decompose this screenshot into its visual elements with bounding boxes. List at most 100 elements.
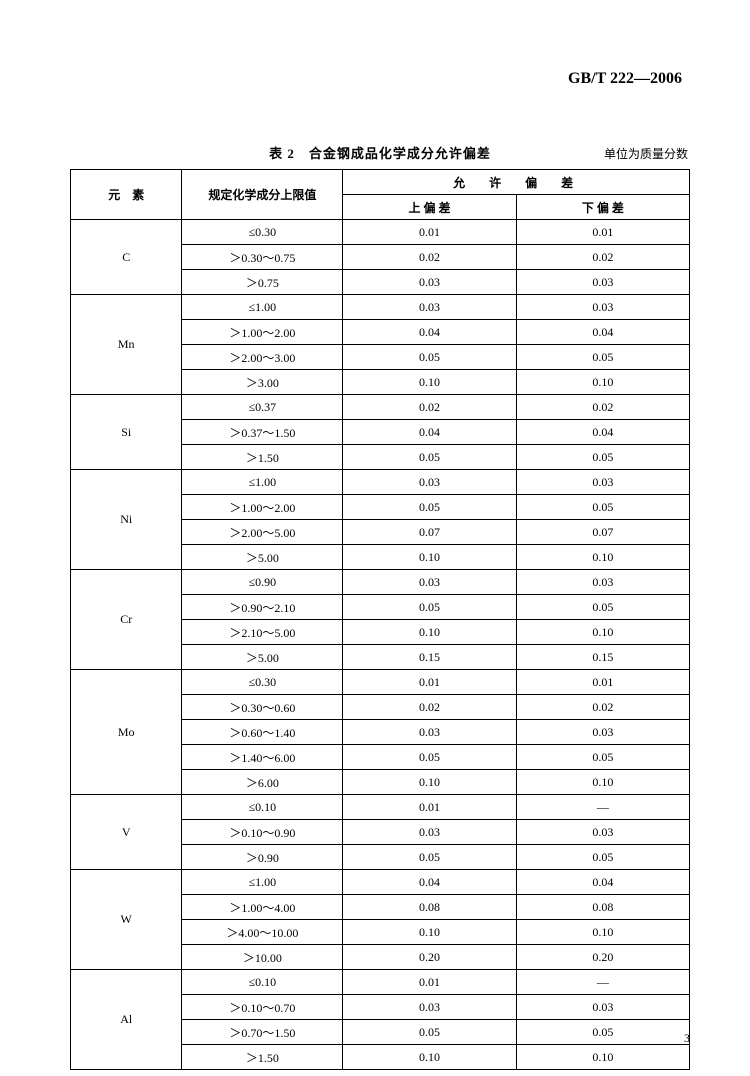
cell-element: Si xyxy=(71,395,182,470)
cell-range: ＞4.00～10.00 xyxy=(182,920,343,945)
cell-lower: 0.03 xyxy=(516,470,689,495)
cell-lower: 0.04 xyxy=(516,420,689,445)
cell-upper: 0.05 xyxy=(343,345,516,370)
cell-element: Cr xyxy=(71,570,182,670)
cell-range: ＞0.75 xyxy=(182,270,343,295)
table-row: Al≤0.100.01— xyxy=(71,970,690,995)
cell-upper: 0.05 xyxy=(343,745,516,770)
cell-lower: 0.05 xyxy=(516,845,689,870)
cell-range: ≤0.30 xyxy=(182,220,343,245)
cell-lower: 0.10 xyxy=(516,545,689,570)
th-range: 规定化学成分上限值 xyxy=(182,170,343,220)
table-row: Cr≤0.900.030.03 xyxy=(71,570,690,595)
cell-range: ＞10.00 xyxy=(182,945,343,970)
cell-lower: 0.01 xyxy=(516,220,689,245)
cell-lower: 0.10 xyxy=(516,370,689,395)
cell-upper: 0.05 xyxy=(343,845,516,870)
page: GB/T 222—2006 表 2 合金钢成品化学成分允许偏差 单位为质量分数 … xyxy=(0,0,750,1076)
cell-range: ＞2.00～5.00 xyxy=(182,520,343,545)
table-row: C≤0.300.010.01 xyxy=(71,220,690,245)
cell-upper: 0.05 xyxy=(343,595,516,620)
cell-lower: 0.08 xyxy=(516,895,689,920)
table-body: C≤0.300.010.01＞0.30～0.750.020.02＞0.750.0… xyxy=(71,220,690,1070)
cell-range: ＞1.00～2.00 xyxy=(182,495,343,520)
cell-upper: 0.10 xyxy=(343,620,516,645)
cell-range: ＞1.40～6.00 xyxy=(182,745,343,770)
cell-upper: 0.03 xyxy=(343,720,516,745)
th-lower: 下 偏 差 xyxy=(516,195,689,220)
cell-lower: 0.05 xyxy=(516,745,689,770)
cell-range: ＞0.90 xyxy=(182,845,343,870)
cell-range: ＞0.30～0.60 xyxy=(182,695,343,720)
cell-element: Mn xyxy=(71,295,182,395)
cell-upper: 0.10 xyxy=(343,1045,516,1070)
cell-upper: 0.10 xyxy=(343,370,516,395)
cell-range: ≤0.10 xyxy=(182,970,343,995)
table-head-row-1: 元 素 规定化学成分上限值 允 许 偏 差 xyxy=(71,170,690,195)
cell-lower: 0.03 xyxy=(516,995,689,1020)
cell-upper: 0.10 xyxy=(343,545,516,570)
cell-element: Al xyxy=(71,970,182,1070)
cell-upper: 0.03 xyxy=(343,470,516,495)
cell-lower: 0.01 xyxy=(516,670,689,695)
cell-range: ＞0.10～0.70 xyxy=(182,995,343,1020)
cell-lower: 0.03 xyxy=(516,270,689,295)
cell-lower: 0.04 xyxy=(516,870,689,895)
cell-lower: 0.03 xyxy=(516,570,689,595)
cell-range: ≤1.00 xyxy=(182,870,343,895)
cell-upper: 0.05 xyxy=(343,495,516,520)
cell-lower: 0.02 xyxy=(516,695,689,720)
cell-range: ≤0.90 xyxy=(182,570,343,595)
page-number: 3 xyxy=(684,1031,690,1046)
cell-lower: 0.05 xyxy=(516,345,689,370)
cell-upper: 0.03 xyxy=(343,295,516,320)
cell-upper: 0.05 xyxy=(343,1020,516,1045)
cell-range: ＞0.30～0.75 xyxy=(182,245,343,270)
cell-range: ＞2.10～5.00 xyxy=(182,620,343,645)
table-header-row: 表 2 合金钢成品化学成分允许偏差 单位为质量分数 xyxy=(70,143,690,163)
table-row: Mn≤1.000.030.03 xyxy=(71,295,690,320)
cell-lower: 0.10 xyxy=(516,1045,689,1070)
cell-range: ＞1.00～4.00 xyxy=(182,895,343,920)
cell-upper: 0.04 xyxy=(343,870,516,895)
table-head: 元 素 规定化学成分上限值 允 许 偏 差 上 偏 差 下 偏 差 xyxy=(71,170,690,220)
table-row: W≤1.000.040.04 xyxy=(71,870,690,895)
cell-lower: 0.05 xyxy=(516,445,689,470)
cell-upper: 0.20 xyxy=(343,945,516,970)
cell-lower: 0.10 xyxy=(516,770,689,795)
cell-lower: 0.05 xyxy=(516,595,689,620)
cell-upper: 0.02 xyxy=(343,695,516,720)
cell-lower: 0.10 xyxy=(516,920,689,945)
cell-range: ＞3.00 xyxy=(182,370,343,395)
table-row: Ni≤1.000.030.03 xyxy=(71,470,690,495)
cell-upper: 0.10 xyxy=(343,770,516,795)
cell-element: Mo xyxy=(71,670,182,795)
cell-range: ＞5.00 xyxy=(182,645,343,670)
cell-upper: 0.04 xyxy=(343,420,516,445)
cell-lower: 0.15 xyxy=(516,645,689,670)
cell-element: V xyxy=(71,795,182,870)
cell-upper: 0.01 xyxy=(343,970,516,995)
cell-lower: 0.03 xyxy=(516,720,689,745)
cell-lower: 0.03 xyxy=(516,820,689,845)
cell-element: W xyxy=(71,870,182,970)
cell-upper: 0.04 xyxy=(343,320,516,345)
cell-upper: 0.03 xyxy=(343,995,516,1020)
cell-range: ＞1.00～2.00 xyxy=(182,320,343,345)
cell-range: ＞6.00 xyxy=(182,770,343,795)
cell-upper: 0.15 xyxy=(343,645,516,670)
cell-lower: 0.10 xyxy=(516,620,689,645)
cell-lower: — xyxy=(516,970,689,995)
cell-lower: 0.03 xyxy=(516,295,689,320)
cell-range: ＞5.00 xyxy=(182,545,343,570)
unit-label: 单位为质量分数 xyxy=(604,145,688,162)
cell-upper: 0.03 xyxy=(343,270,516,295)
cell-range: ＞1.50 xyxy=(182,445,343,470)
cell-upper: 0.07 xyxy=(343,520,516,545)
cell-upper: 0.01 xyxy=(343,220,516,245)
cell-lower: 0.05 xyxy=(516,495,689,520)
cell-lower: 0.02 xyxy=(516,245,689,270)
cell-range: ＞0.60～1.40 xyxy=(182,720,343,745)
cell-range: ≤0.30 xyxy=(182,670,343,695)
cell-upper: 0.01 xyxy=(343,795,516,820)
